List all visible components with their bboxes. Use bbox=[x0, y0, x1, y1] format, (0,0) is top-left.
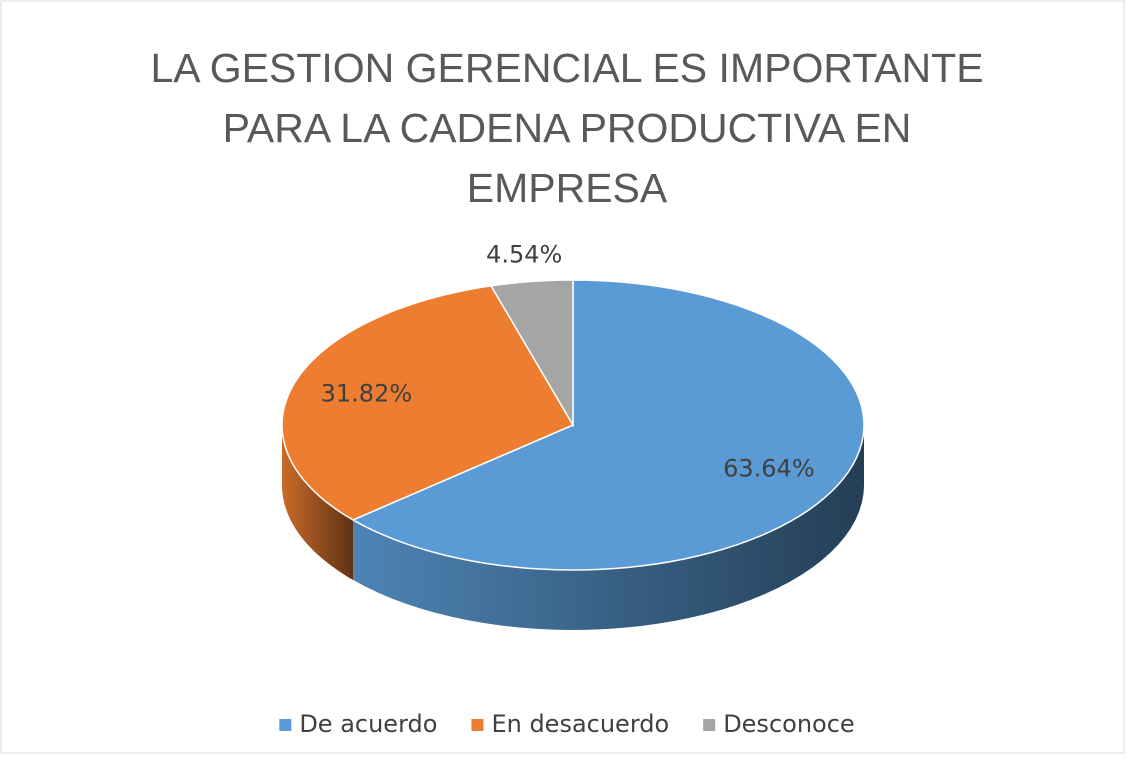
legend-label: En desacuerdo bbox=[491, 710, 669, 738]
slice-top bbox=[281, 285, 575, 521]
data-label: 63.64% bbox=[723, 455, 815, 483]
slice-side-shade bbox=[282, 425, 354, 580]
slice-side-shade bbox=[353, 425, 864, 630]
chart-title: LA GESTION GERENCIAL ES IMPORTANTE PARA … bbox=[150, 45, 984, 211]
legend-swatch bbox=[471, 719, 484, 731]
pie-slice bbox=[281, 285, 575, 580]
slice-top bbox=[489, 279, 574, 428]
legend-label: De acuerdo bbox=[299, 710, 437, 738]
data-label: 4.54% bbox=[486, 241, 562, 269]
pie bbox=[281, 279, 865, 630]
legend-swatch bbox=[279, 719, 292, 731]
legend-swatch bbox=[703, 719, 716, 731]
data-label: 31.82% bbox=[321, 380, 413, 408]
pie-slice bbox=[489, 279, 574, 428]
slice-top bbox=[351, 279, 865, 571]
legend-label: Desconoce bbox=[723, 710, 854, 738]
pie-slice bbox=[351, 279, 865, 630]
